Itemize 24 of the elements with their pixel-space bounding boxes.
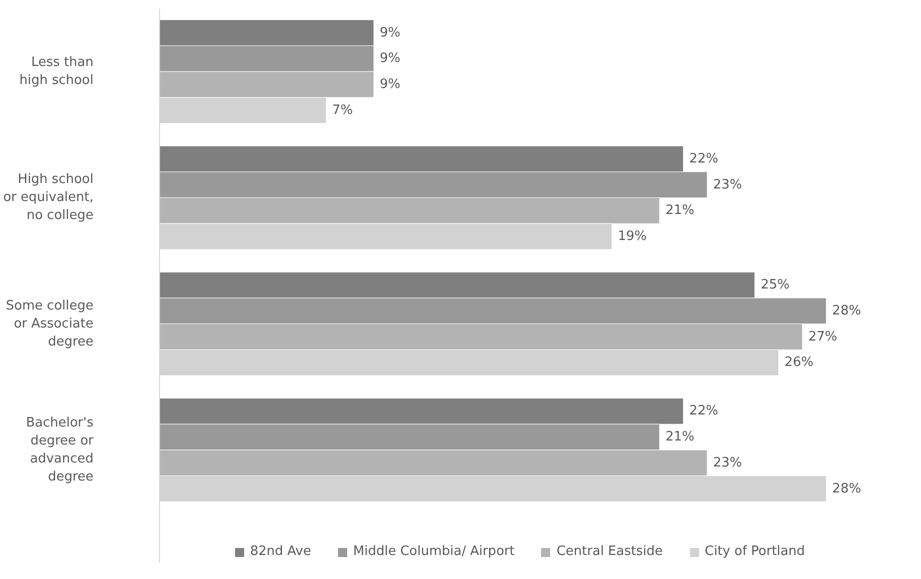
data-label: 22% <box>689 151 718 166</box>
legend-label: Middle Columbia/ Airport <box>353 544 515 559</box>
data-label: 9% <box>380 76 400 92</box>
y-tick-label: Less than high school <box>19 55 94 88</box>
data-label: 27% <box>808 329 838 344</box>
data-label: 25% <box>760 278 790 293</box>
data-label: 28% <box>832 303 862 318</box>
data-label: 9% <box>380 51 400 66</box>
legend-label: Central Eastside <box>556 544 663 559</box>
data-label: 21% <box>666 203 694 218</box>
data-label: 9% <box>380 25 400 40</box>
data-label: 23% <box>713 177 742 192</box>
data-label: 23% <box>713 455 742 470</box>
data-label: 7% <box>332 102 353 118</box>
data-label: 26% <box>784 355 814 370</box>
legend-label: 82nd Ave <box>250 544 312 559</box>
data-label: 22% <box>689 404 718 419</box>
data-label: 21% <box>666 430 694 445</box>
data-label: 28% <box>832 481 862 496</box>
y-tick-label: Some college or Associate degree <box>6 298 94 350</box>
data-label: 19% <box>618 228 647 244</box>
y-tick-label: High school or equivalent, no college <box>3 172 94 224</box>
y-tick-label: Bachelor's degree or advanced degree <box>26 415 94 484</box>
legend-label: City of Portland <box>704 544 805 559</box>
